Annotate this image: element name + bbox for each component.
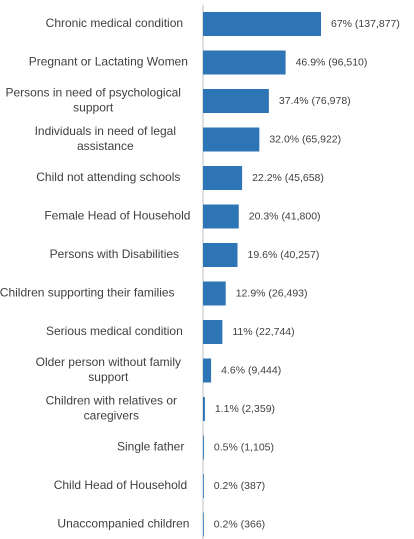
category-label-line: support bbox=[73, 101, 114, 115]
bar bbox=[203, 204, 239, 229]
data-label: 11% (22,744) bbox=[232, 326, 294, 338]
data-label: 20.3% (41,800) bbox=[249, 210, 321, 222]
data-label: 0.2% (387) bbox=[214, 480, 265, 492]
data-label: 37.4% (76,978) bbox=[279, 95, 351, 107]
category-label: Pregnant or Lactating Women bbox=[29, 55, 188, 69]
data-label: 46.9% (96,510) bbox=[296, 56, 368, 68]
data-label: 22.2% (45,658) bbox=[252, 172, 324, 184]
category-label: Single father bbox=[117, 440, 184, 454]
category-label: Individuals in need of legal assistance bbox=[35, 124, 176, 153]
category-label: Child Head of Household bbox=[54, 478, 187, 492]
category-label: Children with relatives or caregivers bbox=[46, 394, 177, 423]
category-label-line: Child not attending schools bbox=[36, 170, 180, 184]
category-label-line: Chronic medical condition bbox=[46, 16, 183, 30]
bar bbox=[203, 127, 260, 152]
category-label: Serious medical condition bbox=[46, 324, 183, 338]
category-label: Persons in need of psychological support bbox=[5, 86, 180, 115]
category-label-line: Persons in need of psychological bbox=[5, 86, 180, 100]
category-label-line: Child Head of Household bbox=[54, 478, 187, 492]
category-label-line: Older person without family bbox=[36, 355, 181, 369]
data-label: 19.6% (40,257) bbox=[248, 249, 320, 261]
data-label: 0.5% (1,105) bbox=[214, 441, 274, 453]
bar bbox=[203, 358, 212, 383]
bar bbox=[203, 281, 226, 306]
category-label: Unaccompanied children bbox=[57, 517, 189, 531]
category-label-line: Individuals in need of legal bbox=[35, 124, 176, 138]
data-label: 32.0% (65,922) bbox=[269, 133, 341, 145]
bars bbox=[203, 12, 321, 537]
bar bbox=[203, 435, 204, 460]
category-label: Persons with Disabilities bbox=[50, 247, 179, 261]
bar bbox=[203, 50, 286, 75]
category-label-line: Pregnant or Lactating Women bbox=[29, 55, 188, 69]
bar bbox=[203, 474, 204, 498]
category-label-line: caregivers bbox=[84, 409, 139, 423]
category-label: Female Head of Household bbox=[44, 209, 190, 223]
category-label-line: Single father bbox=[117, 440, 184, 454]
category-label-line: Unaccompanied children bbox=[57, 517, 189, 531]
data-label: 0.2% (366) bbox=[214, 518, 265, 530]
category-label: Chronic medical condition bbox=[46, 16, 183, 30]
category-label: Children supporting their families bbox=[0, 286, 175, 300]
data-label: 12.9% (26,493) bbox=[236, 287, 308, 299]
category-label-line: Children supporting their families bbox=[0, 286, 175, 300]
category-label-line: support bbox=[88, 370, 129, 384]
category-label: Child not attending schools bbox=[36, 170, 180, 184]
bar bbox=[203, 89, 269, 113]
category-label-line: Serious medical condition bbox=[46, 324, 183, 338]
category-label-line: assistance bbox=[77, 139, 134, 153]
bar bbox=[203, 166, 243, 190]
bar bbox=[203, 12, 321, 36]
bar bbox=[203, 243, 238, 267]
bar bbox=[203, 320, 223, 344]
category-label-line: Children with relatives or bbox=[46, 394, 177, 408]
data-label: 1.1% (2,359) bbox=[215, 403, 275, 415]
bar bbox=[203, 397, 205, 421]
category-labels: Chronic medical condition Pregnant or Lac… bbox=[0, 16, 190, 531]
category-label-line: Persons with Disabilities bbox=[50, 247, 179, 261]
category-label-line: Female Head of Household bbox=[44, 209, 190, 223]
data-label: 67% (137,877) bbox=[331, 18, 400, 30]
category-label: Older person without family support bbox=[36, 355, 181, 384]
value-labels: 67% (137,877) 46.9% (96,510) 37.4% (76,978… bbox=[214, 18, 400, 531]
data-label: 4.6% (9,444) bbox=[221, 364, 281, 376]
bar bbox=[203, 512, 204, 537]
